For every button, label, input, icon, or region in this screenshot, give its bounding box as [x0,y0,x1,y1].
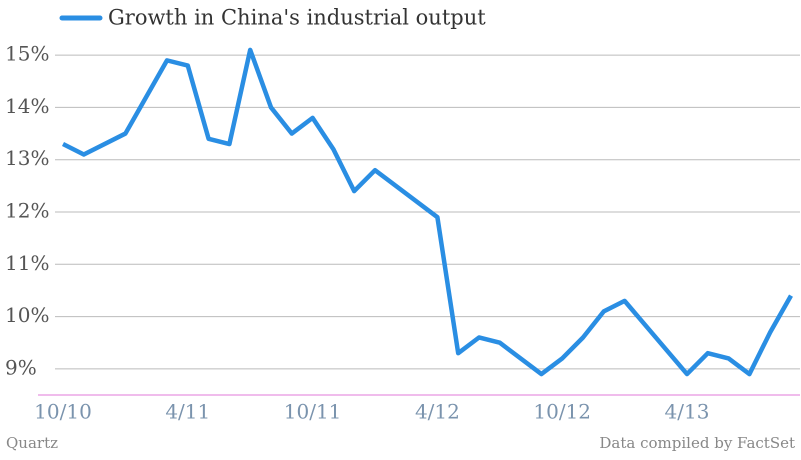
x-tick-label: 4/11 [165,400,210,424]
y-tick-label: 12% [5,199,49,223]
source: Quartz [6,434,58,452]
y-tick-label: 11% [5,251,49,275]
line [61,47,793,377]
legend-label: Growth in China's industrial output [108,6,486,30]
x-tick-label: 4/12 [415,400,460,424]
y-tick-label: 14% [5,94,49,118]
x-tick-label: 10/12 [533,400,591,424]
note: Data compiled by FactSet [599,434,795,452]
x-tick-label: 10/10 [34,400,92,424]
y-tick-label: 15% [5,42,49,66]
x-tick-label: 10/11 [284,400,342,424]
y-tick-label: 10% [5,303,49,327]
x-tick-label: 4/13 [665,400,710,424]
y-tick-label: 9% [5,355,37,379]
y-tick-label: 13% [5,146,49,170]
